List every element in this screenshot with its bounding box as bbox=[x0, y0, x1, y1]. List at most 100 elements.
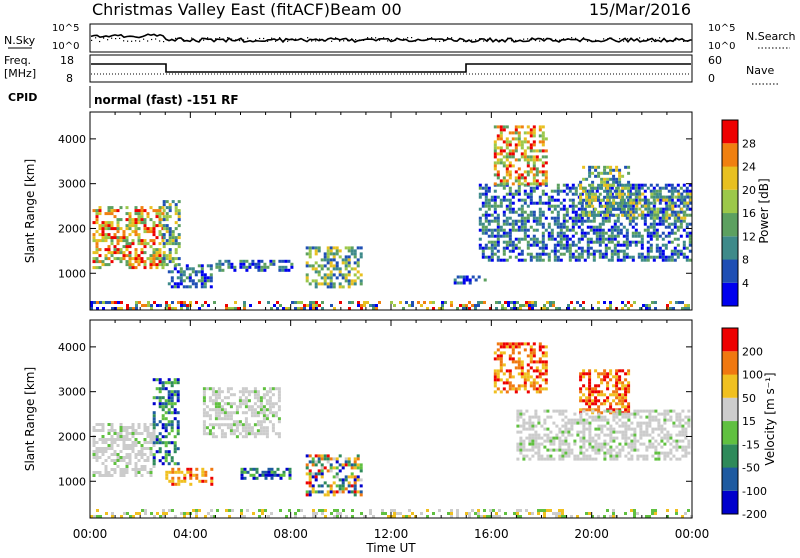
heatmap-cell bbox=[165, 307, 168, 310]
heatmap-cell bbox=[253, 411, 257, 415]
heatmap-cell bbox=[276, 467, 280, 471]
heatmap-cell bbox=[183, 476, 187, 480]
heatmap-cell bbox=[577, 255, 581, 259]
heatmap-cell bbox=[122, 447, 126, 450]
heatmap-cell bbox=[684, 427, 688, 431]
heatmap-cell bbox=[247, 390, 251, 394]
heatmap-cell bbox=[643, 255, 647, 259]
heatmap-cell bbox=[350, 252, 354, 256]
heatmap-cell bbox=[531, 304, 534, 307]
nsearch-point bbox=[615, 40, 617, 42]
nsearch-point bbox=[107, 39, 109, 41]
heatmap-cell bbox=[556, 255, 560, 259]
heatmap-cell bbox=[615, 430, 619, 434]
heatmap-cell bbox=[98, 254, 102, 258]
heatmap-cell bbox=[244, 411, 248, 415]
heatmap-cell bbox=[646, 240, 650, 244]
heatmap-cell bbox=[508, 384, 512, 388]
heatmap-cell bbox=[520, 219, 524, 223]
heatmap-cell bbox=[490, 252, 494, 256]
heatmap-cell bbox=[594, 445, 598, 449]
heatmap-cell bbox=[646, 249, 650, 253]
heatmap-cell bbox=[523, 158, 527, 162]
heatmap-cell bbox=[188, 285, 192, 289]
heatmap-cell bbox=[582, 442, 586, 446]
heatmap-cell bbox=[680, 201, 684, 205]
heatmap-cell bbox=[594, 439, 598, 443]
heatmap-cell bbox=[211, 387, 215, 391]
heatmap-cell bbox=[609, 207, 613, 211]
heatmap-cell bbox=[271, 414, 275, 418]
heatmap-cell bbox=[556, 213, 560, 217]
heatmap-cell bbox=[652, 225, 656, 229]
heatmap-cell bbox=[540, 457, 544, 461]
nsearch-point bbox=[443, 40, 445, 42]
heatmap-cell bbox=[640, 243, 644, 247]
colorbar-segment bbox=[722, 351, 738, 375]
heatmap-cell bbox=[162, 254, 166, 258]
heatmap-cell bbox=[618, 442, 622, 446]
heatmap-cell bbox=[579, 390, 583, 394]
heatmap-cell bbox=[561, 424, 565, 428]
heatmap-cell bbox=[168, 227, 172, 231]
heatmap-cell bbox=[508, 249, 512, 253]
heatmap-cell bbox=[633, 409, 637, 413]
heatmap-cell bbox=[356, 258, 360, 262]
heatmap-cell bbox=[571, 222, 575, 226]
heatmap-cell bbox=[638, 213, 642, 217]
heatmap-cell bbox=[627, 402, 631, 406]
heatmap-cell bbox=[206, 276, 210, 280]
heatmap-cell bbox=[577, 240, 581, 244]
heatmap-cell bbox=[146, 227, 150, 231]
heatmap-cell bbox=[493, 189, 497, 193]
heatmap-cell bbox=[270, 307, 273, 310]
colorbar-segment bbox=[722, 166, 738, 190]
heatmap-cell bbox=[671, 207, 675, 211]
heatmap-cell bbox=[567, 448, 571, 452]
heatmap-cell bbox=[508, 222, 512, 226]
heatmap-cell bbox=[523, 222, 527, 226]
heatmap-cell bbox=[531, 436, 535, 440]
heatmap-cell bbox=[544, 149, 548, 153]
heatmap-cell bbox=[134, 206, 138, 210]
heatmap-cell bbox=[541, 189, 545, 193]
heatmap-cell bbox=[541, 240, 545, 244]
heatmap-cell bbox=[606, 384, 610, 388]
heatmap-cell bbox=[146, 230, 150, 234]
heatmap-cell bbox=[238, 402, 242, 406]
heatmap-cell bbox=[520, 216, 524, 220]
heatmap-cell bbox=[189, 482, 193, 486]
heatmap-cell bbox=[519, 515, 522, 518]
heatmap-cell bbox=[468, 278, 472, 282]
heatmap-cell bbox=[621, 381, 625, 385]
heatmap-cell bbox=[591, 198, 595, 202]
heatmap-cell bbox=[502, 234, 506, 238]
heatmap-cell bbox=[612, 168, 616, 172]
heatmap-cell bbox=[505, 140, 509, 144]
heatmap-cell bbox=[183, 512, 186, 515]
heatmap-cell bbox=[600, 180, 604, 184]
heatmap-cell bbox=[405, 515, 408, 518]
heatmap-cell bbox=[288, 470, 292, 474]
heatmap-cell bbox=[493, 228, 497, 232]
heatmap-cell bbox=[538, 158, 542, 162]
heatmap-cell bbox=[654, 439, 658, 443]
heatmap-cell bbox=[612, 399, 616, 403]
heatmap-cell bbox=[277, 417, 281, 421]
heatmap-cell bbox=[282, 470, 286, 474]
heatmap-cell bbox=[238, 390, 242, 394]
heatmap-cell bbox=[544, 155, 548, 159]
heatmap-cell bbox=[226, 426, 230, 430]
heatmap-cell bbox=[511, 207, 515, 211]
heatmap-cell bbox=[173, 444, 177, 448]
heatmap-cell bbox=[615, 396, 619, 400]
heatmap-cell bbox=[679, 252, 683, 256]
heatmap-cell bbox=[110, 251, 114, 255]
heatmap-cell bbox=[632, 192, 636, 196]
heatmap-cell bbox=[516, 418, 520, 422]
heatmap-cell bbox=[308, 246, 312, 250]
heatmap-cell bbox=[550, 216, 554, 220]
heatmap-cell bbox=[586, 252, 590, 256]
heatmap-cell bbox=[258, 515, 261, 518]
heatmap-cell bbox=[496, 243, 500, 247]
